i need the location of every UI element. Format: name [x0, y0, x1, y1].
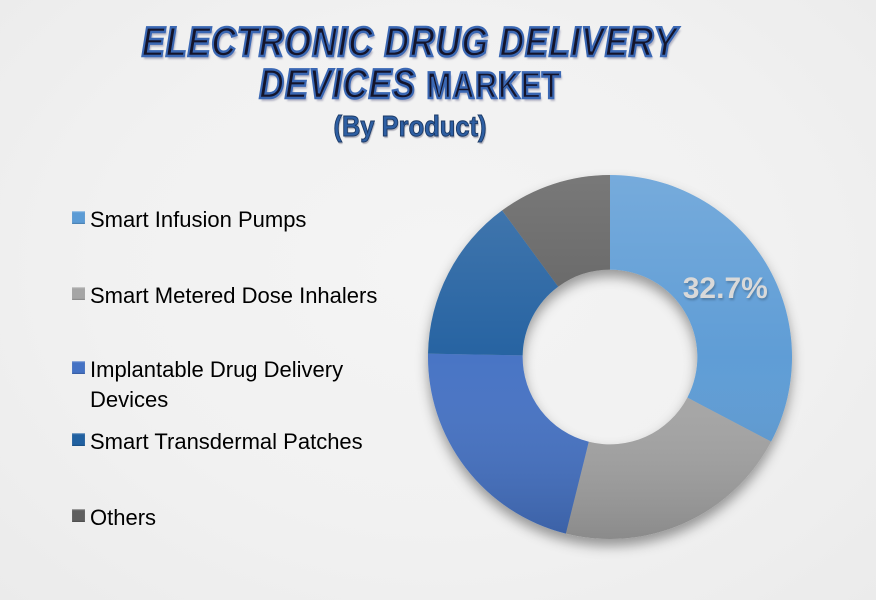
title-line-1: ELECTRONIC DRUG DELIVERY: [141, 18, 678, 65]
legend-label: Smart Transdermal Patches: [90, 429, 363, 454]
donut-slice-0: [610, 175, 792, 442]
title-line-2: DEVICES MARKET: [258, 61, 562, 107]
legend-item-3: Smart Transdermal Patches: [72, 427, 363, 457]
donut-slice-2: [427, 353, 589, 534]
legend-label: Smart Infusion Pumps: [90, 207, 307, 232]
legend-swatch-icon: [72, 433, 85, 446]
legend-swatch-icon: [72, 361, 85, 374]
chart-title-block: ELECTRONIC DRUG DELIVERY DEVICES MARKET …: [0, 18, 820, 143]
legend-item-4: Others: [72, 503, 156, 533]
legend-label: Smart Metered Dose Inhalers: [90, 283, 378, 308]
chart-subtitle: (By Product): [333, 111, 487, 143]
legend-item-1: Smart Metered Dose Inhalers: [72, 281, 377, 311]
title-line-2-market: MARKET: [425, 64, 562, 107]
legend-swatch-icon: [72, 211, 85, 224]
legend-swatch-icon: [72, 287, 85, 300]
legend-item-0: Smart Infusion Pumps: [72, 205, 306, 235]
legend-item-2: Implantable Drug Delivery Devices: [72, 355, 343, 415]
title-line-2-devices: DEVICES: [258, 60, 427, 107]
legend-label: Others: [90, 505, 157, 530]
legend-swatch-icon: [72, 509, 85, 522]
legend-label: Implantable Drug Delivery Devices: [90, 357, 344, 412]
donut-data-label: 32.7%: [683, 272, 768, 305]
